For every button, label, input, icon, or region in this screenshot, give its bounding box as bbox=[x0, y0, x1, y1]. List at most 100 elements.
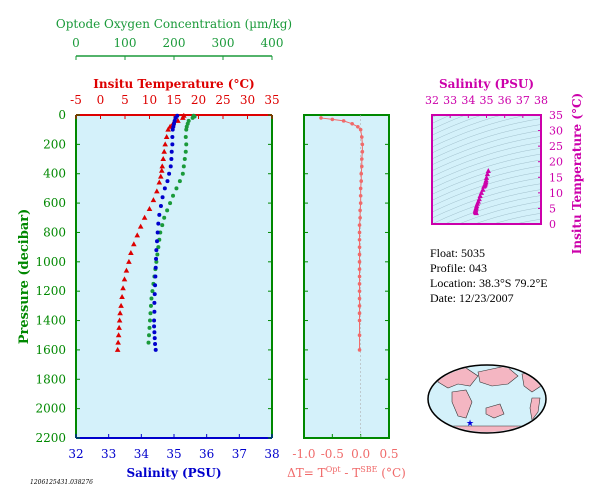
ts-density-contour bbox=[432, 130, 541, 166]
delta-t-point bbox=[341, 119, 346, 123]
ts-temperature-tick-label: 20 bbox=[549, 156, 563, 169]
salinity-point bbox=[153, 342, 158, 347]
ts-temperature-tick-label: 25 bbox=[549, 140, 563, 153]
delta-t-point bbox=[360, 164, 364, 169]
ts-density-contour bbox=[432, 189, 541, 224]
oxygen-tick-label: 200 bbox=[163, 36, 186, 50]
ts-point bbox=[477, 192, 483, 198]
temperature-tick-label: 15 bbox=[166, 93, 181, 107]
ts-density-contour bbox=[474, 207, 541, 224]
salinity-point bbox=[167, 171, 172, 176]
ts-salinity-tick-label: 35 bbox=[480, 94, 494, 107]
pressure-tick-label: 1400 bbox=[35, 314, 66, 328]
temperature-point bbox=[114, 346, 121, 352]
ts-temperature-tick-label: 35 bbox=[549, 109, 563, 122]
ts-temperature-tick-label: 15 bbox=[549, 171, 563, 184]
delta-t-frame bbox=[303, 114, 390, 439]
map-continent bbox=[451, 389, 473, 419]
salinity-point bbox=[165, 179, 170, 184]
ts-density-contour bbox=[432, 118, 541, 154]
oxygen-point bbox=[168, 201, 173, 206]
delta-t-point bbox=[357, 230, 362, 235]
float-number: Float: 5035 bbox=[430, 246, 486, 260]
delta-t-point bbox=[357, 223, 362, 227]
salinity-point bbox=[154, 256, 159, 261]
salinity-point bbox=[152, 309, 157, 314]
delta-t-point bbox=[357, 311, 362, 316]
ts-salinity-tick-label: 33 bbox=[443, 94, 457, 107]
temperature-tick-label: 35 bbox=[264, 93, 279, 107]
temperature-point bbox=[157, 173, 164, 179]
oxygen-point bbox=[150, 289, 155, 294]
ts-density-contour bbox=[432, 115, 483, 136]
oxygen-tick-label: 300 bbox=[212, 36, 235, 50]
pressure-axis-title: Pressure (decibar) bbox=[17, 209, 32, 345]
delta-t-point bbox=[357, 274, 362, 279]
temperature-point bbox=[146, 205, 153, 211]
temperature-tick-label: -5 bbox=[70, 93, 82, 107]
temperature-point bbox=[158, 167, 165, 173]
temperature-tick-label: 25 bbox=[215, 93, 230, 107]
salinity-point bbox=[152, 336, 157, 341]
ts-salinity-tick-label: 38 bbox=[534, 94, 548, 107]
oxygen-point bbox=[160, 223, 165, 228]
oxygen-point bbox=[184, 127, 189, 132]
ts-density-contour bbox=[432, 124, 541, 160]
temperature-point bbox=[161, 148, 167, 154]
salinity-point bbox=[155, 230, 160, 235]
oxygen-point bbox=[148, 303, 153, 308]
delta-t-point bbox=[357, 252, 362, 257]
salinity-point bbox=[154, 248, 159, 253]
salinity-point bbox=[170, 135, 175, 140]
ts-salinity-axis-title: Salinity (PSU) bbox=[439, 77, 534, 91]
delta-t-point bbox=[360, 135, 364, 139]
temperature-point bbox=[121, 276, 128, 282]
salinity-point bbox=[152, 318, 157, 323]
salinity-tick-label: 38 bbox=[264, 447, 279, 461]
ts-density-contour bbox=[432, 115, 504, 142]
pressure-tick-label: 1800 bbox=[35, 372, 66, 386]
map-continent bbox=[529, 397, 541, 421]
temperature-point bbox=[150, 197, 157, 203]
pressure-tick-label: 1600 bbox=[35, 343, 66, 357]
delta-t-point bbox=[359, 171, 364, 176]
ts-salinity-tick-label: 37 bbox=[516, 94, 530, 107]
oxygen-point bbox=[147, 318, 152, 323]
temperature-point bbox=[163, 134, 170, 140]
salinity-point bbox=[170, 142, 175, 147]
temperature-point bbox=[180, 114, 186, 120]
footer-id: 1206125431.038276 bbox=[30, 479, 93, 486]
temperature-point bbox=[120, 285, 126, 291]
temperature-point bbox=[126, 258, 132, 264]
pressure-tick-label: 2200 bbox=[35, 431, 66, 445]
ts-salinity-tick-label: 34 bbox=[461, 94, 475, 107]
oxygen-point bbox=[156, 245, 161, 250]
temperature-point bbox=[175, 117, 181, 123]
salinity-tick-label: 36 bbox=[199, 447, 214, 461]
ts-density-contour bbox=[432, 136, 541, 171]
salinity-point bbox=[160, 195, 165, 200]
oxygen-axis-title: Optode Oxygen Concentration (µm/kg) bbox=[56, 17, 292, 31]
salinity-tick-label: 33 bbox=[101, 447, 116, 461]
oxygen-point bbox=[177, 179, 182, 184]
ts-temperature-tick-label: 10 bbox=[549, 187, 563, 200]
delta-t-tick-label: -0.5 bbox=[321, 447, 344, 461]
delta-t-axis-title: ΔT= TOpt - TSBE (°C) bbox=[287, 465, 406, 480]
ts-density-contour bbox=[432, 153, 541, 189]
oxygen-tick-label: 400 bbox=[261, 36, 284, 50]
oxygen-point bbox=[180, 171, 185, 176]
salinity-point bbox=[156, 221, 161, 226]
delta-t-point bbox=[357, 333, 362, 338]
delta-t-point bbox=[358, 215, 362, 220]
salinity-point bbox=[158, 204, 163, 209]
delta-t-tick-label: -1.0 bbox=[292, 447, 315, 461]
oxygen-point bbox=[154, 259, 159, 264]
temperature-tick-label: 30 bbox=[240, 93, 255, 107]
delta-t-title-part: (°C) bbox=[377, 466, 405, 480]
salinity-point bbox=[168, 164, 173, 169]
oxygen-point bbox=[174, 186, 179, 191]
delta-t-title-part: ΔT= T bbox=[287, 466, 326, 480]
temperature-point bbox=[131, 241, 137, 247]
ts-density-contour bbox=[432, 183, 541, 219]
